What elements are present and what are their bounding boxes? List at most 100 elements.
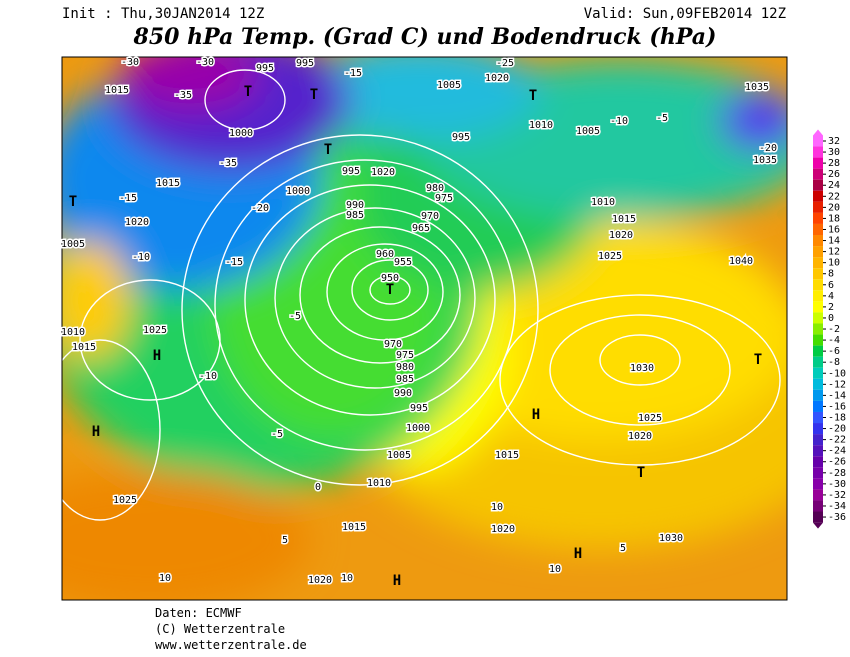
colorbar-tick-label: 20: [828, 202, 840, 213]
contour-label: -30: [121, 57, 139, 68]
colorbar-segment: [813, 179, 823, 191]
colorbar-segment: [813, 246, 823, 258]
colorbar-tick-label: 0: [828, 313, 834, 324]
contour-label: 985: [396, 374, 414, 385]
colorbar-tick-label: -26: [828, 457, 846, 468]
contour-label: 1020: [485, 73, 509, 84]
contour-label: 1005: [61, 239, 85, 250]
map-area: [62, 57, 787, 600]
contour-label: 995: [296, 58, 314, 69]
colorbar-tick-label: 18: [828, 213, 840, 224]
colorbar-segment: [813, 212, 823, 224]
data-source: Daten: ECMWF: [155, 606, 242, 620]
colorbar-tick-label: -34: [828, 501, 846, 512]
contour-label: -15: [119, 193, 137, 204]
contour-label: -15: [225, 257, 243, 268]
pressure-center: H: [532, 407, 540, 423]
colorbar-tick-label: -36: [828, 512, 846, 523]
colorbar-segment: [813, 290, 823, 302]
contour-label: 970: [421, 211, 439, 222]
colorbar-segment: [813, 356, 823, 368]
colorbar-top-arrow: [813, 129, 823, 136]
contour-label: -5: [656, 113, 668, 124]
contour-label: 1000: [286, 186, 310, 197]
colorbar-segment: [813, 478, 823, 490]
colorbar-segment: [813, 334, 823, 346]
pressure-center: T: [69, 194, 77, 210]
colorbar-tick-label: 12: [828, 247, 840, 258]
contour-label: -25: [496, 58, 514, 69]
colorbar-segment: [813, 434, 823, 446]
init-time: Init : Thu,30JAN2014 12Z: [62, 6, 264, 22]
colorbar-segment: [813, 389, 823, 401]
contour-label: 1010: [591, 197, 615, 208]
contour-label: 1020: [308, 575, 332, 586]
colorbar-tick-label: -4: [828, 335, 840, 346]
contour-label: 950: [381, 273, 399, 284]
colorbar-segment: [813, 168, 823, 180]
contour-label: 995: [342, 166, 360, 177]
colorbar-tick-label: -16: [828, 401, 846, 412]
colorbar-segment: [813, 378, 823, 390]
pressure-center: T: [244, 84, 252, 100]
contour-label: -10: [199, 371, 217, 382]
colorbar-tick-label: -30: [828, 479, 846, 490]
contour-label: 1035: [745, 82, 769, 93]
colorbar-segment: [813, 445, 823, 457]
colorbar-tick-label: -18: [828, 413, 846, 424]
contour-label: 1020: [628, 431, 652, 442]
contour-label: -30: [196, 57, 214, 68]
colorbar-tick-label: 28: [828, 158, 840, 169]
colorbar-segment: [813, 367, 823, 379]
colorbar-tick-label: 4: [828, 291, 834, 302]
contour-label: 1025: [143, 325, 167, 336]
colorbar-segment: [813, 411, 823, 424]
colorbar-segment: [813, 312, 823, 324]
colorbar-tick-label: 32: [828, 136, 840, 147]
contour-label: 1010: [61, 327, 85, 338]
colorbar-segment: [813, 500, 823, 512]
pressure-center: T: [529, 88, 537, 104]
contour-label: 980: [426, 183, 444, 194]
contour-label: 975: [396, 350, 414, 361]
pressure-center: H: [574, 546, 582, 562]
colorbar-tick-label: -10: [828, 368, 846, 379]
contour-label: 1040: [729, 256, 753, 267]
contour-label: 0: [315, 482, 321, 493]
pressure-center: T: [324, 142, 332, 158]
colorbar-tick-label: 2: [828, 302, 834, 313]
colorbar-segment: [813, 467, 823, 479]
colorbar-segment: [813, 257, 823, 269]
pressure-center: H: [153, 348, 161, 364]
colorbar-segment: [813, 190, 823, 202]
contour-label: 10: [491, 502, 503, 513]
colorbar-tick-label: -32: [828, 490, 846, 501]
colorbar-segment: [813, 235, 823, 247]
contour-label: 995: [452, 132, 470, 143]
contour-label: -20: [251, 203, 269, 214]
contour-label: 1005: [387, 450, 411, 461]
contour-label: 1025: [598, 251, 622, 262]
colorbar-segment: [813, 489, 823, 501]
colorbar-tick-label: -14: [828, 390, 846, 401]
contour-label: 955: [394, 257, 412, 268]
contour-label: 1015: [156, 178, 180, 189]
colorbar-tick-label: -28: [828, 468, 846, 479]
contour-label: 1030: [630, 363, 654, 374]
contour-label: -20: [759, 143, 777, 154]
colorbar-tick-label: 14: [828, 236, 840, 247]
colorbar-tick-label: 22: [828, 191, 840, 202]
contour-label: -15: [344, 68, 362, 79]
colorbar-segment: [813, 279, 823, 291]
contour-label: 965: [412, 223, 430, 234]
contour-label: 1010: [529, 120, 553, 131]
contour-label: 1015: [495, 450, 519, 461]
pressure-center: T: [386, 282, 394, 298]
contour-label: 1025: [638, 413, 662, 424]
contour-label: 1020: [125, 217, 149, 228]
contour-label: -35: [219, 158, 237, 169]
contour-label: 5: [282, 535, 288, 546]
colorbar-segment: [813, 423, 823, 435]
contour-label: 1000: [406, 423, 430, 434]
